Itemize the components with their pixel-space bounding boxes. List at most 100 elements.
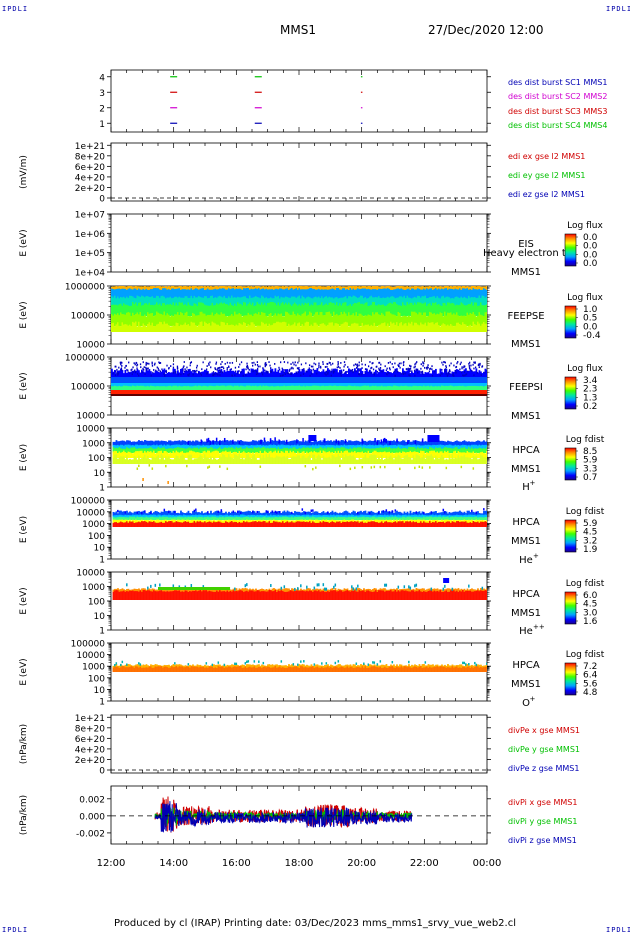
cbar-tick-hpca_o-0: 7.2 bbox=[583, 662, 597, 672]
cbar-tick-hpca_o-3: 4.8 bbox=[583, 688, 598, 698]
ytick-label-divpe-3: 6e+20 bbox=[75, 735, 106, 745]
legend-edi-2: edi ez gse l2 MMS1 bbox=[508, 190, 585, 199]
legend-divpi-2: divPi z gse MMS1 bbox=[508, 836, 577, 845]
ylabel-eis: E (eV) bbox=[19, 229, 29, 256]
panel-label-hpca_o-0: HPCA bbox=[512, 660, 540, 671]
ytick-label-hpca_he-3: 1000 bbox=[82, 520, 105, 530]
colorbar-feepse bbox=[564, 305, 577, 339]
ytick-label-divpe-5: 1e+21 bbox=[75, 714, 105, 724]
spectrogram-hpca_he bbox=[112, 508, 487, 527]
legend-divpe-0: divPe x gse MMS1 bbox=[508, 726, 580, 735]
panel-label-hpca_hepp-1: MMS1 bbox=[511, 608, 541, 619]
footer-credit: Produced by cl (IRAP) Printing date: 03/… bbox=[114, 918, 516, 929]
ytick-label-hpca_o-0: 1 bbox=[99, 698, 105, 708]
panel-label-feepse-1: MMS1 bbox=[511, 339, 541, 350]
legend-burst-3: des dist burst SC4 MMS4 bbox=[508, 121, 607, 130]
ylabel-feepse: E (eV) bbox=[19, 301, 29, 328]
cbar-title-hpca_hepp: Log fdist bbox=[566, 579, 605, 589]
ytick-label-hpca_hepp-2: 100 bbox=[88, 598, 105, 608]
cbar-tick-hpca_o-2: 5.6 bbox=[583, 679, 598, 689]
ytick-label-hpca_h-3: 1000 bbox=[82, 439, 105, 449]
species-charge-hpca_he: + bbox=[533, 552, 539, 560]
legend-edi-0: edi ex gse l2 MMS1 bbox=[508, 152, 585, 161]
ytick-label-hpca_hepp-1: 10 bbox=[94, 612, 106, 622]
ytick-label-hpca_o-5: 100000 bbox=[71, 640, 106, 650]
legend-burst-1: des dist burst SC2 MMS2 bbox=[508, 92, 607, 101]
time-tick-label-3: 18:00 bbox=[285, 858, 314, 869]
panel-label-hpca_o-2: O bbox=[522, 698, 530, 709]
species-charge-hpca_h: + bbox=[530, 479, 536, 487]
cbar-title-eis: Log flux bbox=[567, 221, 603, 231]
ylabel-divpe: (nPa/km) bbox=[19, 724, 29, 764]
cbar-title-feepse: Log flux bbox=[567, 293, 603, 303]
spectrogram-hpca_hepp bbox=[112, 578, 487, 600]
colorbar-hpca_hepp bbox=[564, 591, 577, 625]
ytick-label-burst-3: 4 bbox=[99, 73, 105, 83]
cbar-tick-hpca_he-2: 3.2 bbox=[583, 536, 597, 546]
cbar-tick-hpca_he-3: 1.9 bbox=[583, 545, 598, 555]
colorbar-feepsi bbox=[564, 376, 577, 410]
cbar-tick-feepsi-3: 0.2 bbox=[583, 402, 597, 412]
cbar-tick-feepse-0: 1.0 bbox=[583, 305, 598, 315]
legend-divpe-2: divPe z gse MMS1 bbox=[508, 764, 579, 773]
panel-label-feepsi-0: FEEPSI bbox=[509, 382, 543, 393]
ytick-label-hpca_hepp-3: 1000 bbox=[82, 583, 105, 593]
ytick-label-hpca_h-2: 100 bbox=[88, 454, 105, 464]
ytick-label-eis-2: 1e+06 bbox=[75, 230, 106, 240]
ytick-label-edi-1: 2e+20 bbox=[75, 184, 106, 194]
cbar-tick-hpca_h-3: 0.7 bbox=[583, 473, 597, 483]
ytick-label-hpca_hepp-0: 1 bbox=[99, 627, 105, 637]
corner-label-top-left: IPDLI bbox=[2, 5, 29, 13]
ytick-label-edi-0: 0 bbox=[99, 195, 105, 205]
spectrogram-hpca_o bbox=[112, 660, 487, 672]
panel-label-feepse-0: FEEPSE bbox=[507, 311, 544, 322]
ylabel-hpca_hepp: E (eV) bbox=[19, 587, 29, 614]
cbar-title-feepsi: Log flux bbox=[567, 364, 603, 374]
ytick-label-hpca_h-1: 10 bbox=[94, 469, 106, 479]
panel-label-hpca_o-1: MMS1 bbox=[511, 679, 541, 690]
ytick-label-hpca_he-2: 100 bbox=[88, 532, 105, 542]
legend-divpi-1: divPi y gse MMS1 bbox=[508, 817, 577, 826]
ytick-label-divpe-1: 2e+20 bbox=[75, 756, 106, 766]
ylabel-divpi: (nPa/km) bbox=[19, 795, 29, 835]
ytick-label-divpi-1: 0.000 bbox=[79, 812, 105, 822]
legend-divpe-1: divPe y gse MMS1 bbox=[508, 745, 580, 754]
time-tick-label-2: 16:00 bbox=[222, 858, 251, 869]
panel-label-eis-0: EIS bbox=[518, 239, 534, 250]
divpi-series-2 bbox=[154, 801, 413, 834]
panel-label-eis-1: MMS1 bbox=[511, 267, 541, 278]
panel-label-hpca_he-0: HPCA bbox=[512, 517, 540, 528]
ytick-label-feepse-1: 100000 bbox=[71, 312, 106, 322]
ytick-label-feepsi-0: 10000 bbox=[76, 412, 105, 422]
ylabel-hpca_o: E (eV) bbox=[19, 658, 29, 685]
spectrogram-feepsi bbox=[111, 361, 487, 396]
colorbar-hpca_h bbox=[564, 447, 577, 481]
cbar-tick-hpca_he-1: 4.5 bbox=[583, 528, 597, 538]
cbar-tick-feepse-1: 0.5 bbox=[583, 314, 597, 324]
colorbar-eis bbox=[564, 233, 577, 267]
divpi-traces bbox=[154, 796, 413, 834]
cbar-tick-hpca_h-0: 8.5 bbox=[583, 447, 597, 457]
cbar-tick-eis-2: 0.0 bbox=[583, 250, 598, 260]
cbar-tick-feepsi-0: 3.4 bbox=[583, 376, 598, 386]
time-tick-label-4: 20:00 bbox=[347, 858, 376, 869]
cbar-title-hpca_o: Log fdist bbox=[566, 650, 605, 660]
panel-frame-hpca_hepp bbox=[110, 571, 488, 631]
ytick-label-divpe-0: 0 bbox=[99, 767, 105, 777]
cbar-tick-hpca_he-0: 5.9 bbox=[583, 519, 598, 529]
ytick-label-edi-4: 8e+20 bbox=[75, 152, 106, 162]
ytick-label-hpca_h-4: 10000 bbox=[76, 425, 105, 435]
ytick-label-hpca_he-4: 10000 bbox=[76, 508, 105, 518]
panel-frame-divpe bbox=[110, 714, 488, 774]
ytick-label-feepsi-2: 1000000 bbox=[65, 354, 105, 364]
ytick-label-feepse-0: 10000 bbox=[76, 341, 105, 351]
ytick-label-eis-1: 1e+05 bbox=[75, 249, 105, 259]
cbar-title-hpca_h: Log fdist bbox=[566, 435, 605, 445]
species-charge-hpca_o: + bbox=[530, 695, 536, 703]
time-tick-label-0: 12:00 bbox=[97, 858, 126, 869]
panel-label-hpca_h-1: MMS1 bbox=[511, 464, 541, 475]
eis-overlay-label: Heavy electron to bbox=[483, 248, 572, 259]
panel-frame-burst bbox=[110, 69, 488, 133]
